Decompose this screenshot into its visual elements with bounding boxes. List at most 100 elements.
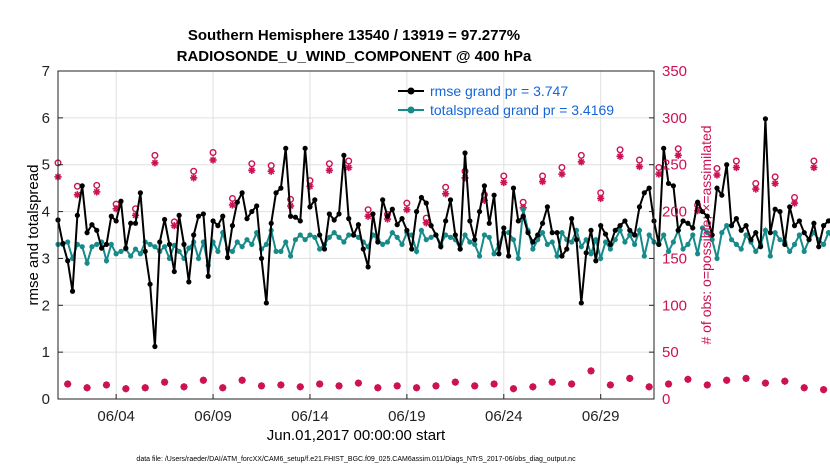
- rmse-point: [195, 213, 202, 219]
- totalspread-point: [699, 225, 706, 231]
- y2-tick-label: 200: [662, 204, 687, 221]
- rmse-point: [229, 223, 236, 229]
- totalspread-point: [641, 253, 647, 259]
- obs-assimilated-marker: [228, 201, 237, 209]
- rmse-point: [709, 232, 715, 238]
- obs-assimilated-marker: [664, 380, 673, 388]
- totalspread-point: [539, 230, 546, 236]
- rmse-point: [525, 230, 531, 236]
- totalspread-point: [704, 230, 710, 236]
- rmse-point: [249, 208, 255, 215]
- totalspread-point: [103, 258, 110, 264]
- totalspread-point: [670, 239, 676, 245]
- rmse-point: [704, 213, 710, 219]
- rmse-point: [413, 208, 420, 215]
- rmse-point: [486, 220, 492, 226]
- rmse-point: [530, 239, 536, 245]
- totalspread-point: [254, 230, 260, 236]
- totalspread-point: [481, 232, 488, 238]
- rmse-point: [428, 223, 434, 229]
- totalspread-point: [467, 239, 473, 245]
- legend-spread-marker: [407, 106, 415, 114]
- rmse-point: [772, 206, 778, 212]
- obs-possible-marker: [151, 151, 159, 159]
- obs-assimilated-marker: [412, 384, 421, 392]
- plot-frame: [57, 70, 655, 400]
- obs-possible-marker: [325, 160, 333, 168]
- rmse-point: [123, 245, 129, 251]
- rmse-point: [108, 213, 114, 219]
- y2-tick-label: 50: [662, 344, 679, 361]
- rmse-point: [394, 222, 400, 228]
- totalspread-point: [632, 241, 638, 247]
- totalspread-point: [137, 251, 143, 257]
- totalspread-point: [476, 253, 483, 259]
- totalspread-point: [249, 241, 255, 247]
- rmse-point: [641, 190, 647, 196]
- y2-tick-label: 250: [662, 157, 687, 174]
- obs-assimilated-marker: [316, 380, 324, 388]
- obs-assimilated-marker: [277, 381, 285, 389]
- y-tick-label: 5: [42, 157, 50, 174]
- obs-assimilated-marker: [761, 379, 770, 387]
- obs-assimilated-marker: [684, 375, 692, 383]
- totalspread-point: [680, 246, 686, 252]
- obs-assimilated-marker: [199, 376, 207, 384]
- totalspread-point: [195, 255, 202, 262]
- rmse-point: [564, 246, 570, 252]
- rmse-point: [675, 227, 681, 233]
- obs-possible-marker: [771, 173, 779, 181]
- rmse-point: [404, 227, 410, 233]
- rmse-point: [84, 230, 90, 236]
- rmse-point: [210, 218, 216, 224]
- rmse-point: [699, 208, 706, 215]
- totalspread-point: [622, 239, 628, 245]
- obs-assimilated-marker: [500, 178, 508, 187]
- totalspread-point: [147, 241, 153, 247]
- totalspread-point: [89, 244, 95, 250]
- obs-assimilated-marker: [723, 376, 731, 384]
- rmse-point: [825, 218, 830, 224]
- obs-assimilated-marker: [93, 188, 101, 196]
- totalspread-point: [229, 248, 236, 254]
- obs-assimilated-marker: [781, 377, 789, 385]
- obs-assimilated-marker: [64, 380, 72, 388]
- totalspread-point: [443, 232, 449, 238]
- rmse-point: [346, 216, 352, 222]
- totalspread-point: [118, 248, 124, 254]
- totalspread-point: [825, 230, 830, 236]
- rmse-point: [820, 223, 827, 229]
- totalspread-point: [636, 227, 643, 233]
- x-tick-label: 06/29: [582, 408, 620, 425]
- totalspread-point: [389, 230, 395, 236]
- totalspread-point: [612, 237, 618, 243]
- totalspread-point: [239, 244, 245, 250]
- totalspread-point: [820, 241, 827, 247]
- totalspread-point: [520, 206, 526, 212]
- totalspread-point: [738, 246, 744, 252]
- obs-assimilated-marker: [645, 383, 653, 391]
- obs-assimilated-marker: [257, 382, 266, 390]
- rmse-point: [389, 206, 395, 212]
- totalspread-point: [472, 241, 478, 247]
- obs-assimilated-marker: [209, 156, 217, 164]
- rmse-point: [622, 218, 628, 224]
- obs-assimilated-marker: [568, 380, 576, 388]
- rmse-point: [452, 232, 458, 238]
- rmse-point: [433, 232, 439, 238]
- rmse-point: [598, 223, 604, 229]
- totalspread-point: [719, 230, 725, 236]
- obs-assimilated-marker: [616, 152, 624, 160]
- obs-assimilated-marker: [403, 206, 411, 214]
- rmse-point: [569, 216, 575, 222]
- rmse-point: [593, 258, 599, 264]
- rmse-point: [782, 241, 788, 247]
- obs-possible-marker: [655, 164, 663, 172]
- rmse-point: [166, 241, 173, 247]
- obs-possible-marker: [635, 156, 643, 164]
- rmse-point: [181, 241, 187, 247]
- rmse-point: [287, 213, 294, 219]
- rmse-point: [132, 220, 139, 226]
- totalspread-point: [578, 244, 584, 250]
- totalspread-point: [486, 234, 492, 240]
